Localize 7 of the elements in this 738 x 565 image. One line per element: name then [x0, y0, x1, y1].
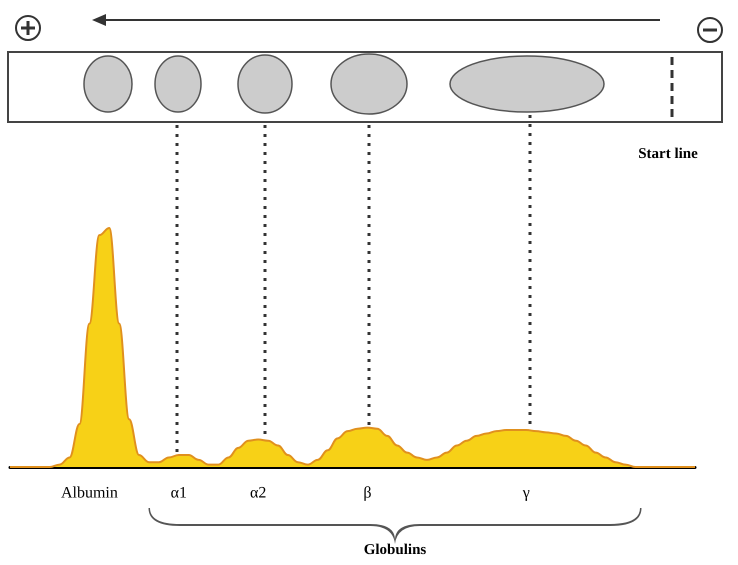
x-tick-label: Albumin [60, 484, 118, 502]
x-tick-label: α2 [250, 484, 266, 502]
x-tick-label: α1 [170, 484, 187, 502]
x-tick-label: γ [522, 484, 530, 502]
text: Start line [638, 146, 698, 163]
x-tick-label: β [363, 484, 372, 502]
text: Globulins [364, 542, 426, 559]
